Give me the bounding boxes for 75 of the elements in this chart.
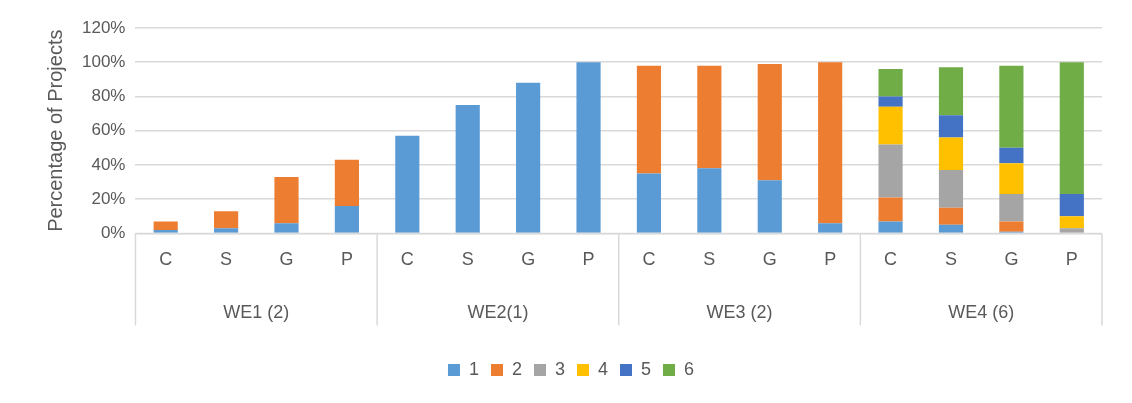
bar bbox=[878, 221, 903, 233]
bar bbox=[878, 197, 903, 222]
bar bbox=[818, 62, 843, 224]
bar bbox=[636, 173, 662, 233]
bar bbox=[999, 221, 1024, 232]
legend-label: 6 bbox=[684, 358, 695, 379]
bar bbox=[757, 63, 782, 181]
bar bbox=[999, 194, 1024, 222]
bar bbox=[757, 180, 782, 233]
x-tick-label: P bbox=[824, 249, 837, 270]
x-tick-label: S bbox=[944, 249, 957, 270]
bar bbox=[1059, 216, 1084, 229]
bar bbox=[576, 62, 601, 233]
bar bbox=[274, 223, 299, 233]
bar bbox=[334, 159, 359, 207]
bar bbox=[1059, 194, 1084, 217]
x-tick-label: G bbox=[1004, 249, 1019, 270]
bar bbox=[999, 65, 1024, 148]
bar bbox=[938, 115, 964, 138]
legend-label: 2 bbox=[511, 358, 522, 379]
x-tick-label: P bbox=[1065, 249, 1078, 270]
bar bbox=[334, 206, 359, 233]
x-tick-label: P bbox=[340, 249, 353, 270]
x-tick-label: C bbox=[159, 249, 173, 270]
bar bbox=[395, 135, 420, 233]
bar bbox=[214, 228, 239, 233]
x-tick-label: S bbox=[703, 249, 716, 270]
bar bbox=[878, 144, 903, 198]
bar bbox=[938, 67, 964, 116]
y-tick-label: 40% bbox=[91, 154, 126, 174]
bar bbox=[697, 65, 722, 169]
bar bbox=[214, 211, 239, 229]
bar bbox=[1059, 228, 1084, 233]
x-tick-label: P bbox=[582, 249, 595, 270]
x-tick-label: S bbox=[461, 249, 474, 270]
y-tick-label: 80% bbox=[91, 86, 126, 106]
y-axis-title: Percentage of Projects bbox=[43, 29, 66, 232]
x-tick-label: G bbox=[279, 249, 294, 270]
bar bbox=[938, 207, 964, 225]
bar bbox=[516, 82, 541, 233]
bar bbox=[938, 224, 964, 233]
x-tick-label: C bbox=[400, 249, 414, 270]
x-tick-label: S bbox=[220, 249, 233, 270]
bar bbox=[697, 168, 722, 233]
legend-label: 1 bbox=[468, 358, 479, 379]
x-tick-label: C bbox=[642, 249, 656, 270]
text: WE4 (6) bbox=[948, 302, 1015, 323]
x-tick-label: G bbox=[762, 249, 777, 270]
legend-label: 4 bbox=[598, 358, 609, 379]
legend-label: 3 bbox=[554, 358, 565, 379]
bar bbox=[153, 221, 178, 230]
text: WE3 (2) bbox=[706, 302, 773, 323]
bar bbox=[274, 176, 299, 224]
bar bbox=[153, 229, 178, 233]
y-tick-label: 60% bbox=[91, 120, 126, 140]
bar bbox=[1059, 62, 1084, 195]
bar bbox=[636, 65, 662, 174]
bar bbox=[999, 163, 1024, 195]
y-tick-label: 120% bbox=[82, 17, 126, 37]
bar bbox=[878, 106, 903, 145]
y-tick-label: 0% bbox=[100, 223, 126, 243]
bar bbox=[878, 96, 903, 107]
x-tick-label: C bbox=[884, 249, 898, 270]
bar bbox=[999, 147, 1024, 164]
legend-label: 5 bbox=[641, 358, 652, 379]
y-tick-label: 100% bbox=[82, 51, 126, 71]
y-tick-label: 20% bbox=[91, 188, 126, 208]
bar bbox=[455, 105, 480, 233]
bar bbox=[938, 137, 964, 171]
bar bbox=[818, 223, 843, 233]
bar bbox=[938, 170, 964, 208]
x-tick-label: G bbox=[521, 249, 536, 270]
text: WE2(1) bbox=[467, 302, 529, 323]
bar bbox=[878, 69, 903, 97]
text: WE1 (2) bbox=[223, 302, 290, 323]
